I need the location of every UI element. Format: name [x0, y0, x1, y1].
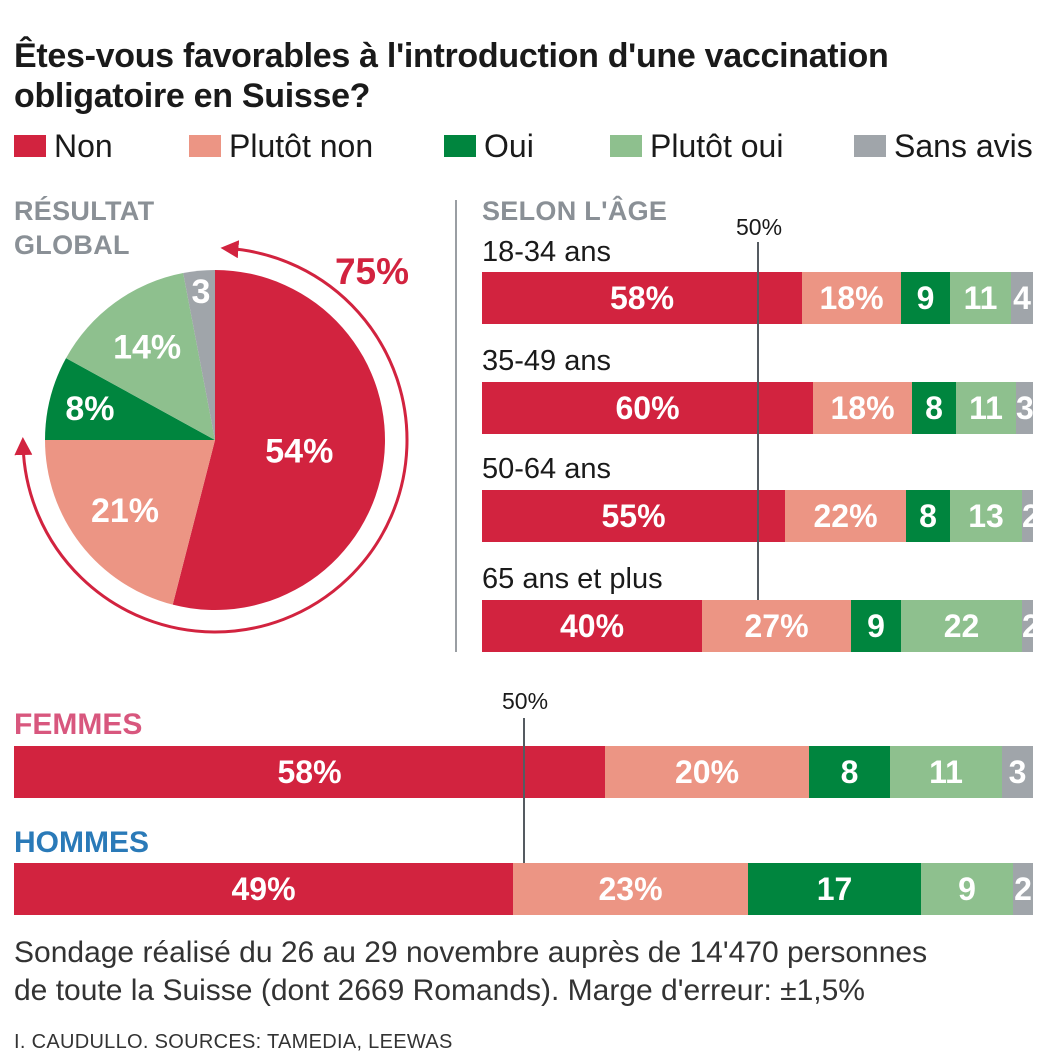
legend-swatch-plutot-non: [189, 135, 221, 157]
row-label-50-64-ans: 50-64 ans: [482, 453, 611, 485]
source-credit: I. CAUDULLO. SOURCES: TAMEDIA, LEEWAS: [14, 1031, 453, 1053]
bar-segment-18-34-ans-plutot-oui: 11: [950, 272, 1011, 324]
survey-footnote: Sondage réalisé du 26 au 29 novembre aup…: [14, 934, 1054, 1010]
legend-label-oui: Oui: [484, 128, 534, 164]
bar-segment-18-34-ans-oui: 9: [901, 272, 950, 324]
pie-label-non: 54%: [265, 433, 333, 471]
bar-segment-hommes-plutot-non: 23%: [513, 863, 748, 915]
pie-label-oui: 8%: [65, 390, 114, 428]
legend-label-plutot-oui: Plutôt oui: [650, 128, 784, 164]
bar-segment-65-ans-et-plus-sans-avis: 2: [1022, 600, 1033, 652]
bar-18-34-ans: 58% 18% 9 11 4: [482, 272, 1033, 324]
bar-segment-65-ans-et-plus-oui: 9: [851, 600, 901, 652]
pie-label-plutot-oui: 14%: [113, 329, 181, 367]
legend-swatch-oui: [444, 135, 476, 157]
bar-segment-18-34-ans-non: 58%: [482, 272, 802, 324]
footnote-line-1: Sondage réalisé du 26 au 29 novembre aup…: [14, 936, 928, 969]
row-label-hommes: HOMMES: [14, 826, 149, 859]
legend-label-sans-avis: Sans avis: [894, 128, 1033, 164]
legend-swatch-non: [14, 135, 46, 157]
bar-segment-femmes-plutot-non: 20%: [605, 746, 809, 798]
age-fifty-percent-line-label: 50%: [736, 214, 783, 240]
global-result-label-line1: RÉSULTAT: [14, 196, 155, 226]
bar-segment-femmes-oui: 8: [809, 746, 890, 798]
legend-swatch-plutot-oui: [610, 135, 642, 157]
bar-segment-50-64-ans-non: 55%: [482, 490, 785, 542]
section-divider: [455, 200, 457, 652]
legend-swatch-sans-avis: [854, 135, 886, 157]
footnote-line-2: de toute la Suisse (dont 2669 Romands). …: [14, 974, 865, 1007]
bar-segment-35-49-ans-plutot-oui: 11: [956, 382, 1016, 434]
row-label-65-ans-et-plus: 65 ans et plus: [482, 563, 663, 595]
pie-chart: 54% 21% 8% 14% 3 75%: [14, 240, 409, 634]
pie-label-plutot-non: 21%: [91, 492, 159, 530]
bar-segment-50-64-ans-plutot-oui: 13: [950, 490, 1022, 542]
bar-segment-hommes-plutot-oui: 9: [921, 863, 1013, 915]
bar-segment-65-ans-et-plus-plutot-non: 27%: [702, 600, 851, 652]
bar-segment-femmes-sans-avis: 3: [1002, 746, 1033, 798]
bar-segment-35-49-ans-sans-avis: 3: [1016, 382, 1033, 434]
pie-slice-plutot-non: [45, 440, 215, 605]
bar-segment-femmes-plutot-oui: 11: [890, 746, 1002, 798]
bar-50-64-ans: 55% 22% 8 13 2: [482, 490, 1033, 542]
bar-segment-35-49-ans-plutot-non: 18%: [813, 382, 912, 434]
age-section-label: SELON L'ÂGE: [482, 196, 668, 226]
bar-65-ans-et-plus: 40% 27% 9 22 2: [482, 600, 1033, 652]
bar-segment-hommes-oui: 17: [748, 863, 921, 915]
bar-hommes: 49% 23% 17 9 2: [14, 863, 1033, 915]
row-label-18-34-ans: 18-34 ans: [482, 236, 611, 268]
gender-fifty-percent-line: [523, 718, 525, 863]
row-label-35-49-ans: 35-49 ans: [482, 345, 611, 377]
pie-label-sans-avis: 3: [191, 273, 210, 311]
bar-segment-35-49-ans-oui: 8: [912, 382, 956, 434]
bar-segment-50-64-ans-oui: 8: [906, 490, 950, 542]
row-label-femmes: FEMMES: [14, 708, 143, 741]
bar-segment-hommes-non: 49%: [14, 863, 513, 915]
legend-label-plutot-non: Plutôt non: [229, 128, 374, 164]
non-share-arrow: [14, 240, 409, 634]
bar-segment-18-34-ans-plutot-non: 18%: [802, 272, 901, 324]
bar-segment-65-ans-et-plus-plutot-oui: 22: [901, 600, 1022, 652]
bar-segment-35-49-ans-non: 60%: [482, 382, 813, 434]
bar-segment-50-64-ans-plutot-non: 22%: [785, 490, 906, 542]
bar-segment-femmes-non: 58%: [14, 746, 605, 798]
bar-segment-hommes-sans-avis: 2: [1013, 863, 1033, 915]
bar-femmes: 58% 20% 8 11 3: [14, 746, 1033, 798]
legend-label-non: Non: [54, 128, 113, 164]
non-share-arrow-label: 75%: [335, 251, 409, 292]
bar-segment-65-ans-et-plus-non: 40%: [482, 600, 702, 652]
bar-segment-50-64-ans-sans-avis: 2: [1022, 490, 1033, 542]
gender-fifty-percent-line-label: 50%: [502, 688, 549, 714]
chart-title: Êtes-vous favorables à l'introduction d'…: [14, 37, 889, 115]
bar-segment-18-34-ans-sans-avis: 4: [1011, 272, 1033, 324]
age-fifty-percent-line: [757, 242, 759, 600]
